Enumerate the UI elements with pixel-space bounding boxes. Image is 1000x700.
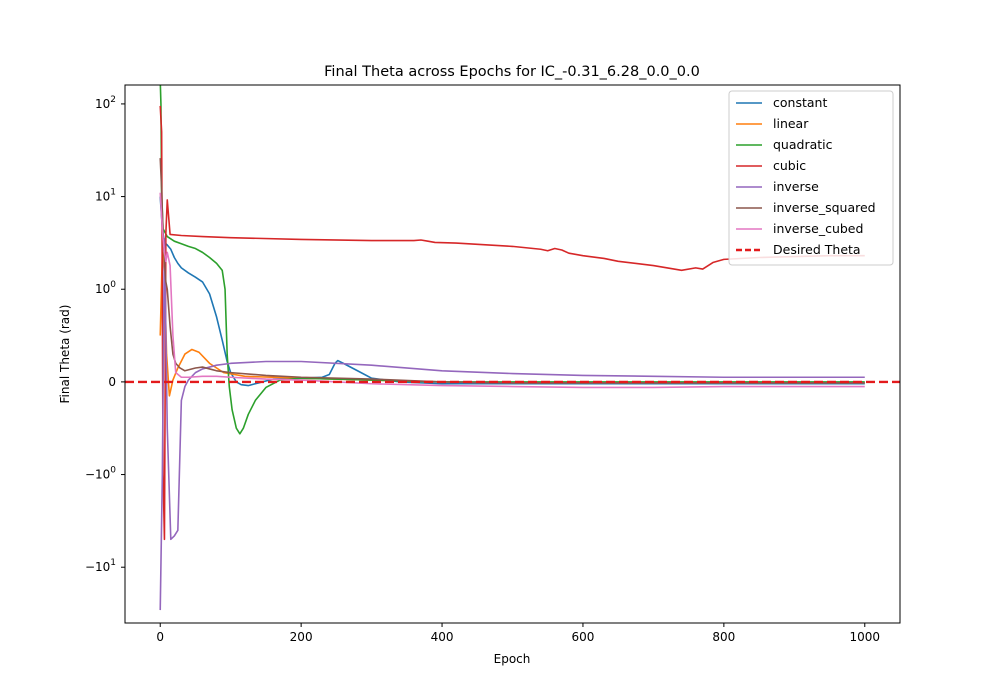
y-tick-label: −100 bbox=[85, 466, 116, 482]
y-tick-label: −101 bbox=[85, 558, 116, 574]
legend-label: constant bbox=[773, 95, 827, 110]
series-line-inverse bbox=[159, 238, 865, 611]
y-tick-label: 102 bbox=[95, 95, 116, 111]
x-tick-label: 800 bbox=[712, 630, 735, 644]
legend-label: linear bbox=[773, 116, 809, 131]
legend-label: inverse_squared bbox=[773, 200, 876, 215]
legend: constant linear quadratic cubic inverse inver… bbox=[728, 90, 894, 266]
series-line-cubic bbox=[159, 105, 865, 541]
y-tick-label: 100 bbox=[95, 280, 116, 296]
x-tick-label: 1000 bbox=[849, 630, 880, 644]
x-tick-label: 0 bbox=[156, 630, 164, 644]
legend-box bbox=[728, 90, 894, 266]
series-layer bbox=[125, 85, 900, 611]
legend-label: inverse bbox=[773, 179, 819, 194]
legend-label: quadratic bbox=[773, 137, 833, 152]
series-line-constant bbox=[159, 196, 865, 387]
series-line-inverse-cubed bbox=[159, 192, 865, 389]
legend-label: cubic bbox=[773, 158, 806, 173]
x-tick-label: 200 bbox=[290, 630, 313, 644]
y-axis-title: Final Theta (rad) bbox=[58, 305, 72, 404]
chart-title: Final Theta across Epochs for IC_-0.31_6… bbox=[324, 64, 700, 80]
plot-frame bbox=[124, 84, 901, 624]
y-axis: 102 101 100 0 −100 −101 bbox=[85, 95, 125, 574]
y-tick-label: 101 bbox=[95, 188, 116, 204]
x-axis-title: Epoch bbox=[494, 652, 531, 666]
legend-label: Desired Theta bbox=[773, 242, 861, 257]
y-tick-label: 0 bbox=[108, 375, 116, 389]
x-tick-label: 600 bbox=[572, 630, 595, 644]
x-tick-label: 400 bbox=[431, 630, 454, 644]
legend-label: inverse_cubed bbox=[773, 221, 863, 236]
x-axis: 0 200 400 600 800 1000 bbox=[156, 623, 880, 644]
